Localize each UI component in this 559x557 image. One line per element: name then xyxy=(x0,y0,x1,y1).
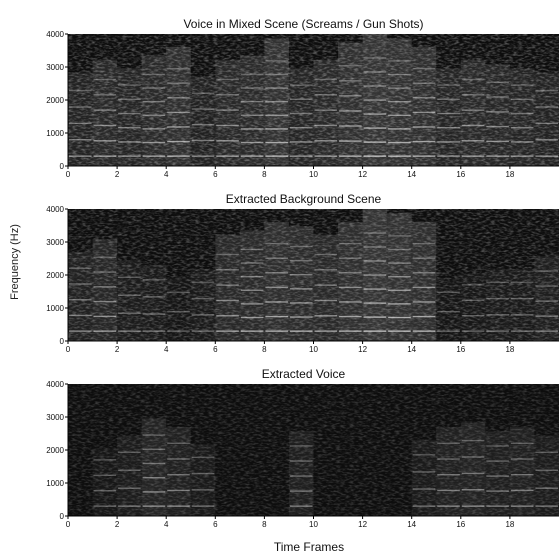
spectrogram-texture xyxy=(68,34,559,166)
y-axis-label: Frequency (Hz) xyxy=(9,224,21,300)
y-tick-label: 0 xyxy=(60,512,65,521)
y-tick-label: 2000 xyxy=(46,96,64,105)
x-tick-label: 12 xyxy=(358,520,367,529)
panel-title: Extracted Voice xyxy=(262,367,346,381)
x-tick-label: 16 xyxy=(456,345,465,354)
x-tick-label: 10 xyxy=(309,345,318,354)
x-tick-label: 6 xyxy=(213,520,218,529)
y-tick-label: 3000 xyxy=(46,413,64,422)
x-tick-label: 14 xyxy=(407,520,416,529)
panel-title: Extracted Background Scene xyxy=(226,192,382,206)
x-tick-label: 2 xyxy=(115,520,120,529)
x-tick-label: 8 xyxy=(262,345,267,354)
x-tick-label: 2 xyxy=(115,345,120,354)
x-tick-label: 16 xyxy=(456,520,465,529)
x-tick-label: 6 xyxy=(213,170,218,179)
spectrogram-panel: Voice in Mixed Scene (Screams / Gun Shot… xyxy=(46,17,559,179)
y-tick-label: 1000 xyxy=(46,479,64,488)
x-tick-label: 10 xyxy=(309,520,318,529)
panel-title: Voice in Mixed Scene (Screams / Gun Shot… xyxy=(183,17,423,31)
spectrogram-texture xyxy=(68,209,559,341)
x-tick-label: 4 xyxy=(164,520,169,529)
x-tick-label: 18 xyxy=(505,170,514,179)
x-tick-label: 0 xyxy=(66,345,71,354)
x-tick-label: 16 xyxy=(456,170,465,179)
x-axis-label: Time Frames xyxy=(274,540,344,554)
x-tick-label: 12 xyxy=(358,345,367,354)
x-tick-label: 12 xyxy=(358,170,367,179)
x-tick-label: 4 xyxy=(164,345,169,354)
x-tick-label: 14 xyxy=(407,170,416,179)
x-tick-label: 14 xyxy=(407,345,416,354)
spectrogram-texture xyxy=(68,384,559,516)
y-tick-label: 4000 xyxy=(46,205,64,214)
y-tick-label: 1000 xyxy=(46,129,64,138)
y-tick-label: 2000 xyxy=(46,446,64,455)
spectrogram-panel: Extracted Voice 0 1000 2000 3000 4000 0 2 4 6 8 10 1… xyxy=(46,367,559,529)
x-tick-label: 8 xyxy=(262,170,267,179)
x-tick-label: 10 xyxy=(309,170,318,179)
x-tick-label: 2 xyxy=(115,170,120,179)
y-tick-label: 2000 xyxy=(46,271,64,280)
y-tick-label: 0 xyxy=(60,162,65,171)
y-tick-label: 3000 xyxy=(46,238,64,247)
x-tick-label: 18 xyxy=(505,520,514,529)
spectrogram-panel: Extracted Background Scene 0 1000 2000 3000 4… xyxy=(46,192,559,354)
y-tick-label: 0 xyxy=(60,337,65,346)
y-tick-label: 4000 xyxy=(46,380,64,389)
x-tick-label: 8 xyxy=(262,520,267,529)
y-tick-label: 3000 xyxy=(46,63,64,72)
y-tick-label: 1000 xyxy=(46,304,64,313)
x-tick-label: 4 xyxy=(164,170,169,179)
x-tick-label: 0 xyxy=(66,170,71,179)
x-tick-label: 6 xyxy=(213,345,218,354)
x-tick-label: 18 xyxy=(505,345,514,354)
x-tick-label: 0 xyxy=(66,520,71,529)
y-tick-label: 4000 xyxy=(46,30,64,39)
